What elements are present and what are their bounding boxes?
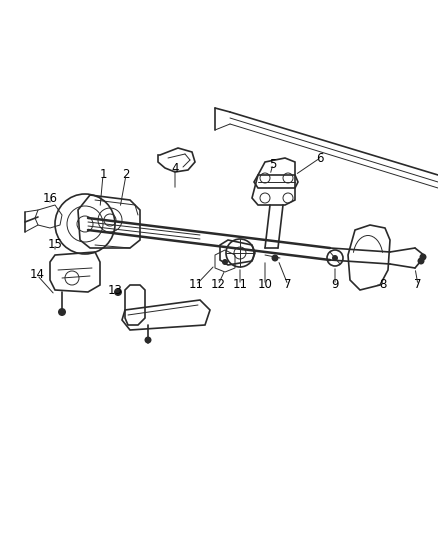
Text: 7: 7 (284, 279, 292, 292)
Text: 10: 10 (258, 279, 272, 292)
Text: 9: 9 (331, 279, 339, 292)
Text: 12: 12 (211, 279, 226, 292)
Circle shape (114, 288, 122, 296)
Circle shape (332, 255, 338, 261)
Text: 6: 6 (316, 151, 324, 165)
Circle shape (222, 259, 228, 265)
Circle shape (58, 308, 66, 316)
Text: 5: 5 (269, 157, 277, 171)
Circle shape (420, 254, 427, 261)
Circle shape (417, 257, 424, 264)
Text: 1: 1 (99, 168, 107, 182)
Text: 15: 15 (48, 238, 63, 251)
Text: 16: 16 (42, 191, 57, 205)
Circle shape (272, 254, 279, 262)
Text: 2: 2 (122, 168, 130, 182)
Text: 11: 11 (233, 279, 247, 292)
Text: 7: 7 (414, 279, 422, 292)
Text: 4: 4 (171, 161, 179, 174)
Circle shape (145, 336, 152, 343)
Text: 13: 13 (108, 284, 123, 296)
Text: 11: 11 (188, 279, 204, 292)
Text: 14: 14 (29, 269, 45, 281)
Text: 8: 8 (379, 279, 387, 292)
